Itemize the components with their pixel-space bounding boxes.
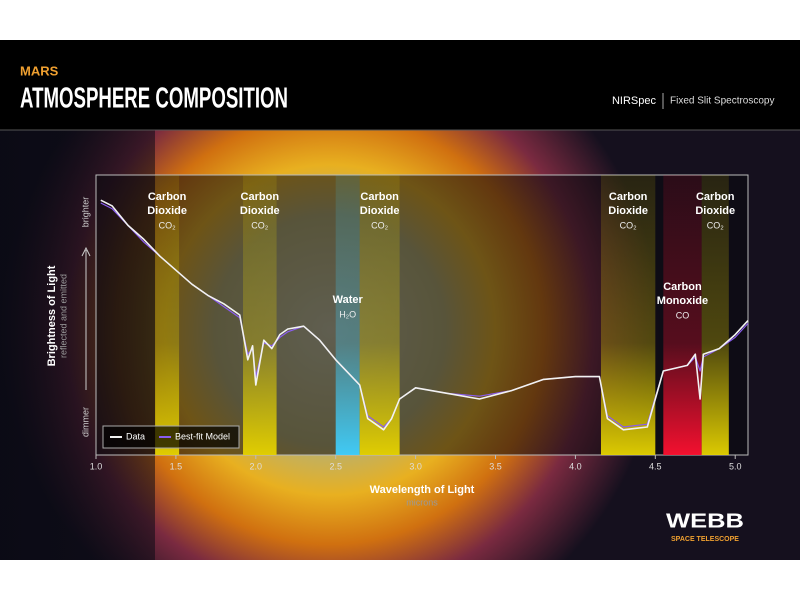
x-tick-label: 1.5 bbox=[170, 461, 183, 471]
band-formula: CO bbox=[676, 310, 690, 320]
band-formula: CO₂ bbox=[707, 220, 725, 230]
band-label: Carbon bbox=[696, 191, 735, 203]
band bbox=[663, 175, 702, 455]
band-formula: H₂O bbox=[339, 309, 356, 319]
band-label: Dioxide bbox=[240, 205, 280, 217]
x-tick-label: 1.0 bbox=[90, 461, 103, 471]
band-formula: CO₂ bbox=[371, 220, 389, 230]
page-title: ATMOSPHERE COMPOSITION bbox=[20, 83, 288, 115]
band bbox=[155, 175, 180, 455]
y-low-label: dimmer bbox=[80, 407, 90, 437]
band-label: Carbon bbox=[148, 191, 187, 203]
bands bbox=[155, 175, 729, 455]
band-label: Dioxide bbox=[360, 205, 400, 217]
x-tick-label: 3.0 bbox=[409, 461, 422, 471]
kicker: MARS bbox=[20, 63, 59, 78]
x-tick-label: 2.0 bbox=[250, 461, 263, 471]
series-line bbox=[100, 199, 749, 431]
legend-label: Data bbox=[126, 431, 145, 441]
y-arrow-head bbox=[81, 246, 91, 257]
instrument: NIRSpec bbox=[612, 95, 657, 107]
band bbox=[243, 175, 277, 455]
band-label: Dioxide bbox=[608, 205, 648, 217]
band-label: Monoxide bbox=[657, 295, 708, 307]
x-tick-label: 4.0 bbox=[569, 461, 582, 471]
band-label: Carbon bbox=[241, 191, 280, 203]
x-tick-label: 4.5 bbox=[649, 461, 662, 471]
band-label: Carbon bbox=[609, 191, 648, 203]
y-high-label: brighter bbox=[80, 197, 90, 228]
band-label: Water bbox=[333, 294, 364, 306]
band bbox=[701, 175, 729, 455]
band bbox=[335, 175, 360, 455]
y-axis-unit: reflected and emitted bbox=[58, 274, 68, 358]
band-label: Dioxide bbox=[695, 205, 735, 217]
x-tick-label: 5.0 bbox=[729, 461, 742, 471]
lines bbox=[100, 199, 749, 431]
x-axis-title: Wavelength of Light bbox=[370, 484, 475, 496]
band-formula: CO₂ bbox=[620, 220, 638, 230]
mode: Fixed Slit Spectroscopy bbox=[670, 96, 775, 107]
y-axis-title: Brightness of Light bbox=[46, 265, 58, 366]
x-tick-label: 3.5 bbox=[489, 461, 502, 471]
x-axis-unit: microns bbox=[406, 497, 438, 507]
legend-label: Best-fit Model bbox=[175, 431, 230, 441]
x-tick-label: 2.5 bbox=[329, 461, 342, 471]
band bbox=[600, 175, 656, 455]
band-label: Dioxide bbox=[147, 205, 187, 217]
band-formula: CO₂ bbox=[251, 220, 269, 230]
logo: WEBB bbox=[666, 510, 744, 532]
band-label: Carbon bbox=[663, 281, 702, 293]
band-label: Carbon bbox=[360, 191, 399, 203]
band-formula: CO₂ bbox=[159, 220, 177, 230]
logo-subtitle: SPACE TELESCOPE bbox=[671, 536, 739, 543]
